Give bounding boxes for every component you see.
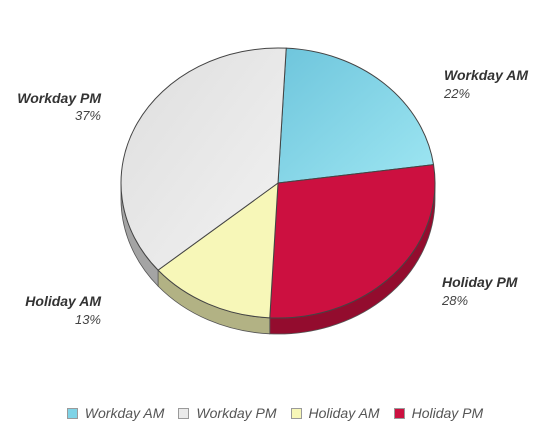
slice-label-workday-am: Workday AM xyxy=(444,67,528,83)
pie-slice-holiday-am xyxy=(157,181,279,319)
pie-slice-workday-pm xyxy=(120,47,287,271)
slice-label-workday-pm: Workday PM xyxy=(17,90,101,106)
legend-item-holiday-pm: Holiday PM xyxy=(393,405,484,421)
legend-swatch-workday-pm xyxy=(178,407,190,419)
legend-label-holiday-am: Holiday AM xyxy=(308,405,380,421)
legend: Workday AM Workday PM Holiday AM Holiday… xyxy=(0,402,550,424)
pie-slice-workday-am xyxy=(277,47,435,184)
pie-slice-holiday-pm xyxy=(269,164,436,319)
slice-percent-holiday-am: 13% xyxy=(75,312,101,327)
slice-label-holiday-am: Holiday AM xyxy=(25,293,101,309)
slice-percent-workday-am: 22% xyxy=(443,86,470,101)
legend-label-holiday-pm: Holiday PM xyxy=(411,405,484,421)
pie-group xyxy=(120,47,436,335)
legend-item-workday-pm: Workday PM xyxy=(178,405,277,421)
legend-item-holiday-am: Holiday AM xyxy=(290,405,380,421)
legend-item-workday-am: Workday AM xyxy=(66,405,165,421)
legend-swatch-workday-am xyxy=(66,407,78,419)
slice-label-holiday-pm: Holiday PM xyxy=(442,274,518,290)
legend-label-workday-pm: Workday PM xyxy=(196,405,277,421)
legend-swatch-holiday-am xyxy=(290,407,302,419)
slice-labels: Workday AM 22% Holiday PM 28% Holiday AM… xyxy=(17,67,528,327)
slice-percent-workday-pm: 37% xyxy=(75,108,101,123)
legend-label-workday-am: Workday AM xyxy=(84,405,165,421)
legend-swatch-holiday-pm xyxy=(393,407,405,419)
slice-percent-holiday-pm: 28% xyxy=(441,293,468,308)
